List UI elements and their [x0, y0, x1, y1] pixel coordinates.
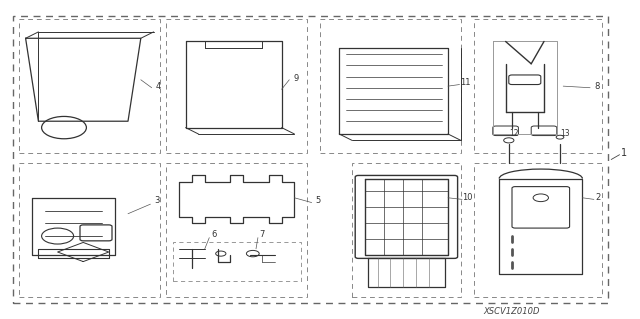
- Bar: [19, 19, 160, 153]
- Bar: [166, 163, 307, 297]
- Text: 12: 12: [509, 130, 519, 138]
- Text: 9: 9: [293, 74, 298, 83]
- Bar: [173, 242, 301, 281]
- Text: 2: 2: [596, 193, 601, 202]
- Bar: [474, 19, 602, 153]
- Text: 1: 1: [621, 148, 627, 158]
- Bar: [474, 163, 602, 297]
- Text: 7: 7: [260, 230, 265, 239]
- Bar: [352, 163, 461, 297]
- Text: 6: 6: [212, 230, 217, 239]
- Text: 5: 5: [316, 197, 321, 205]
- Bar: [166, 19, 307, 153]
- Text: 8: 8: [595, 82, 600, 91]
- Text: 11: 11: [460, 78, 470, 87]
- Text: 10: 10: [462, 193, 472, 202]
- Text: XSCV1Z010D: XSCV1Z010D: [484, 307, 540, 315]
- Text: 3: 3: [154, 197, 159, 205]
- Text: 4: 4: [156, 82, 161, 91]
- Bar: [320, 19, 461, 153]
- Text: 13: 13: [561, 130, 570, 138]
- Bar: [19, 163, 160, 297]
